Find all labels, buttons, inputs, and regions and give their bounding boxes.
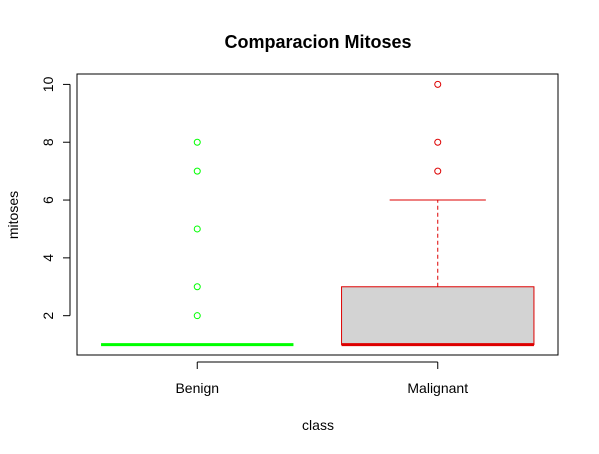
outlier-benign-8 <box>193 138 201 146</box>
outlier-benign-7 <box>193 167 201 175</box>
y-tick-label-6: 6 <box>40 196 56 204</box>
outlier-malignant-8 <box>434 138 442 146</box>
y-tick-label-2: 2 <box>40 312 56 320</box>
y-tick-label-10: 10 <box>40 76 56 92</box>
plot-frame <box>76 73 559 356</box>
x-axis-label: class <box>302 417 334 433</box>
y-axis: 2 4 6 8 10 <box>40 76 71 320</box>
chart-title: Comparacion Mitoses <box>224 32 411 52</box>
outlier-benign-5 <box>193 225 201 233</box>
x-tick-label-benign: Benign <box>175 380 219 396</box>
y-tick-label-8: 8 <box>40 138 56 146</box>
x-tick-label-malignant: Malignant <box>407 380 468 396</box>
outlier-malignant-7 <box>434 167 442 175</box>
y-axis-label: mitoses <box>5 191 21 239</box>
box-benign <box>101 138 294 347</box>
x-axis: Benign Malignant <box>175 361 468 396</box>
box-body-malignant <box>341 286 535 346</box>
y-tick-label-4: 4 <box>40 254 56 262</box>
box-series <box>101 80 535 347</box>
box-malignant <box>341 80 535 347</box>
outlier-benign-2 <box>193 312 201 320</box>
outlier-malignant-10 <box>434 80 442 88</box>
outlier-benign-3 <box>193 283 201 291</box>
